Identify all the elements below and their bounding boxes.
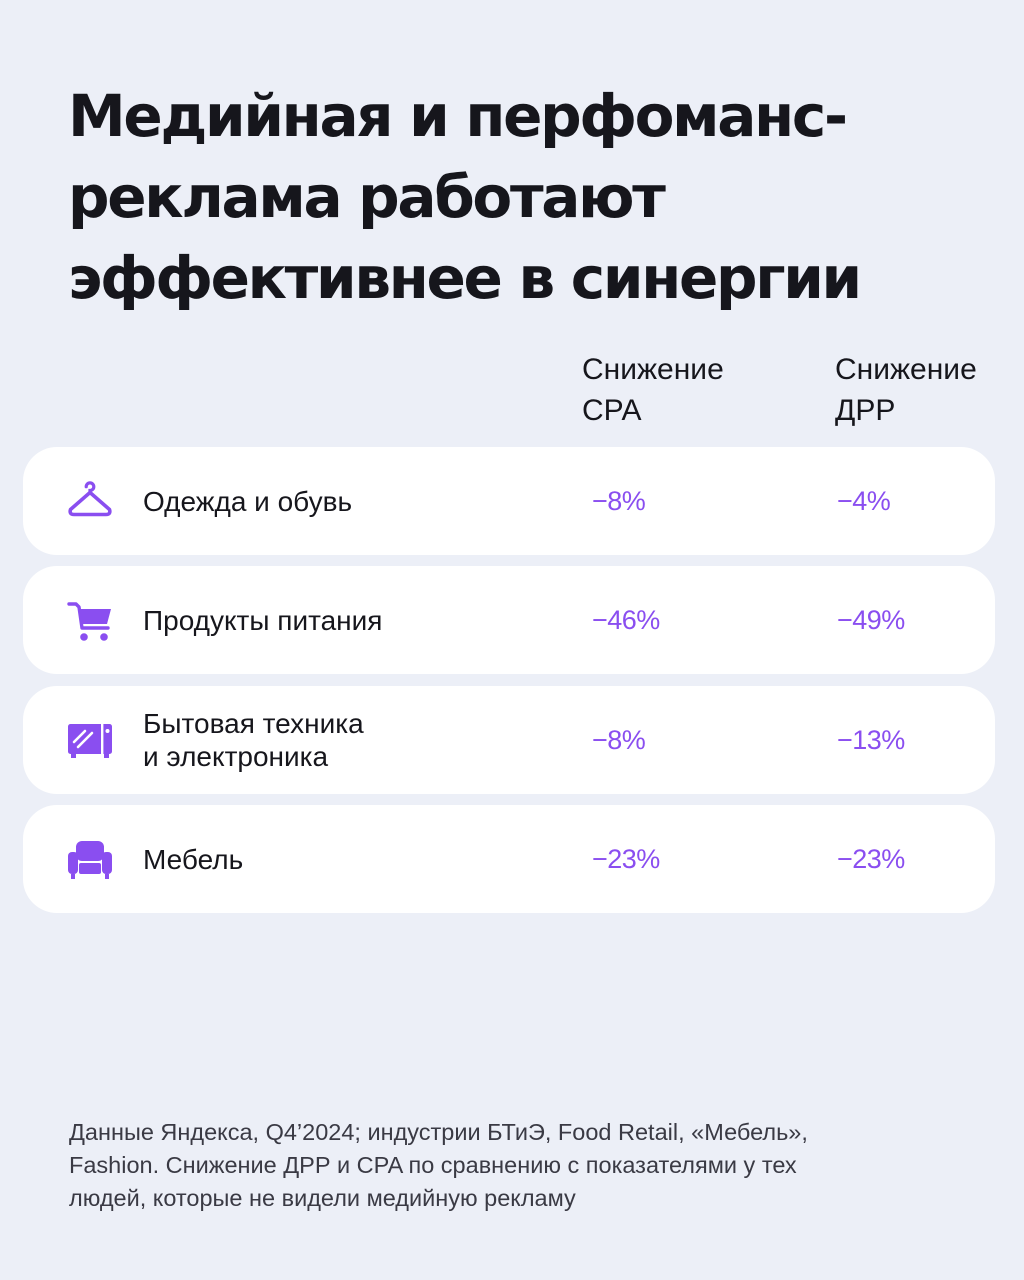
row-label: Мебель bbox=[143, 805, 243, 913]
column-header-line: CPA bbox=[582, 394, 642, 427]
table-row-clothing: Одежда и обувь −8% −4% bbox=[23, 447, 995, 555]
title-line: Медийная и перфоманс- bbox=[68, 82, 848, 150]
armchair-icon bbox=[67, 837, 113, 883]
drr-value: −49% bbox=[837, 604, 905, 635]
title-line: реклама работают bbox=[68, 163, 666, 231]
cpa-value: −23% bbox=[592, 843, 660, 874]
column-header-drr: Снижение ДРР bbox=[835, 349, 977, 431]
column-header-line: Снижение bbox=[582, 353, 724, 386]
microwave-icon bbox=[67, 718, 113, 764]
shopping-cart-icon bbox=[67, 598, 113, 644]
footnote-line: людей, которые не видели медийную реклам… bbox=[69, 1185, 576, 1211]
title-line: эффективнее в синергии bbox=[68, 244, 862, 312]
column-header-line: Снижение bbox=[835, 353, 977, 386]
row-label-line: Продукты питания bbox=[143, 604, 383, 636]
row-label-line: Бытовая техника bbox=[143, 708, 364, 739]
drr-value: −23% bbox=[837, 843, 905, 874]
page-title: Медийная и перфоманс- реклама работают э… bbox=[68, 76, 968, 319]
cpa-value: −8% bbox=[592, 724, 646, 755]
column-header-cpa: Снижение CPA bbox=[582, 349, 724, 431]
hanger-icon bbox=[67, 479, 113, 525]
row-label-line: и электроника bbox=[143, 741, 329, 772]
drr-value: −4% bbox=[837, 485, 891, 516]
table-row-furniture: Мебель −23% −23% bbox=[23, 805, 995, 913]
row-label: Продукты питания bbox=[143, 566, 382, 674]
row-label: Бытовая техника и электроника bbox=[143, 686, 364, 794]
row-label: Одежда и обувь bbox=[143, 447, 352, 555]
table-row-appliances: Бытовая техника и электроника −8% −13% bbox=[23, 686, 995, 794]
footnote-line: Данные Яндекса, Q4’2024; индустрии БТиЭ,… bbox=[69, 1119, 808, 1145]
row-label-line: Мебель bbox=[143, 843, 244, 875]
row-label-line: Одежда и обувь bbox=[143, 485, 353, 517]
source-footnote: Данные Яндекса, Q4’2024; индустрии БТиЭ,… bbox=[69, 1116, 949, 1215]
column-header-line: ДРР bbox=[835, 394, 896, 427]
cpa-value: −8% bbox=[592, 485, 646, 516]
table-row-food: Продукты питания −46% −49% bbox=[23, 566, 995, 674]
drr-value: −13% bbox=[837, 724, 905, 755]
cpa-value: −46% bbox=[592, 604, 660, 635]
footnote-line: Fashion. Снижение ДРР и CPA по сравнению… bbox=[69, 1152, 797, 1178]
